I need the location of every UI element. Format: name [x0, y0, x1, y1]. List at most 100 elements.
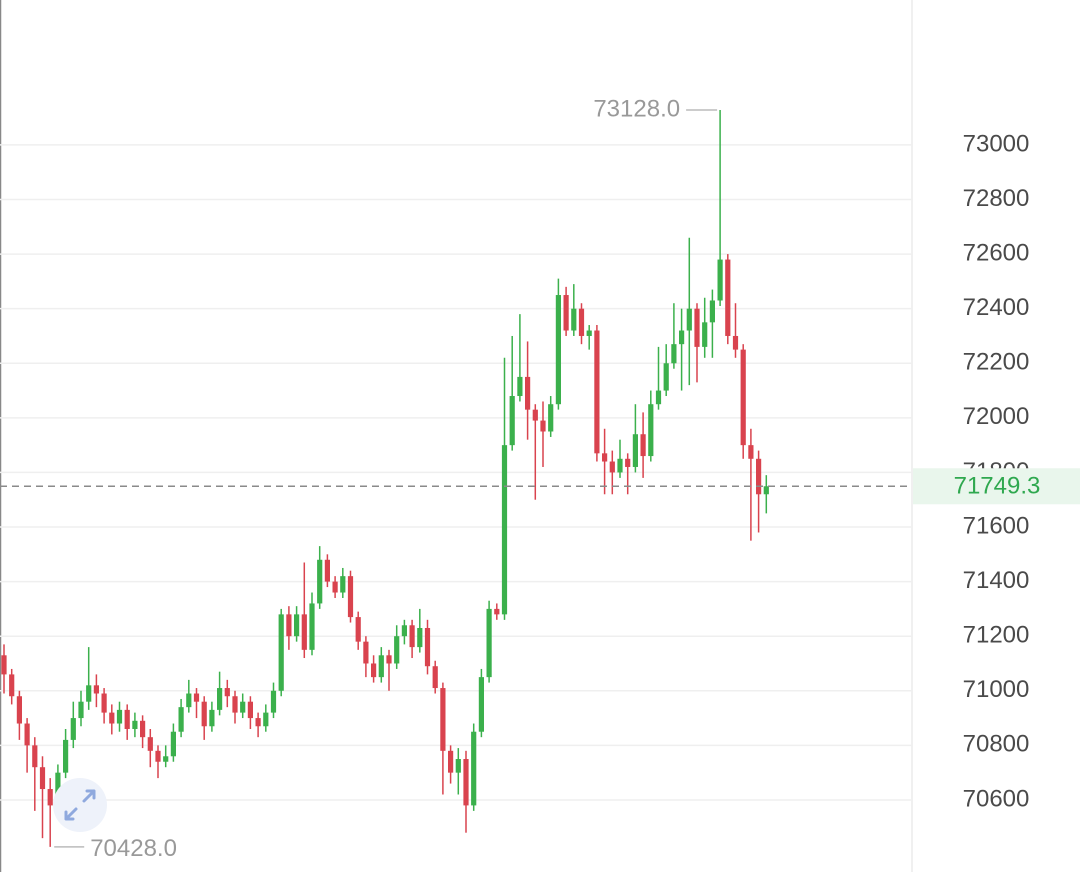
candle-body: [193, 693, 200, 702]
candle-body: [378, 655, 384, 678]
candle-body: [517, 376, 523, 397]
candle-body: [632, 434, 638, 467]
candle-body: [555, 295, 561, 405]
expand-bg[interactable]: [53, 778, 107, 832]
candle-body: [47, 789, 53, 806]
candle-body: [694, 308, 700, 347]
candle-body: [448, 750, 454, 773]
candle-body: [725, 259, 731, 336]
candle-body: [217, 688, 223, 710]
candle-body: [440, 688, 446, 751]
candle-body: [301, 614, 307, 650]
candle-body: [278, 614, 284, 691]
grid: 7060070800710007120071400716007180072000…: [0, 130, 1029, 812]
candle-body: [16, 696, 22, 724]
y-tick-label: 71400: [963, 567, 1030, 594]
overlay: 73128.0 70428.0 71749.3: [0, 95, 1080, 862]
candle-body: [132, 720, 138, 729]
candle-body: [417, 628, 423, 648]
candle-body: [702, 322, 708, 347]
candle-body: [355, 617, 361, 642]
candle-body: [178, 707, 184, 732]
y-tick-label: 70600: [963, 785, 1030, 812]
candle-body: [625, 458, 631, 467]
candle-body: [548, 404, 554, 432]
candle-body: [201, 701, 207, 727]
candle-body: [324, 559, 330, 582]
candle-body: [163, 756, 169, 762]
candle-body: [709, 300, 715, 323]
y-tick-label: 72600: [963, 239, 1030, 266]
candle-body: [317, 559, 323, 604]
candle-body: [424, 628, 431, 667]
candle-body: [70, 718, 76, 740]
last-price-label: 71749.3: [954, 473, 1041, 500]
candle-body: [232, 696, 238, 713]
expand-button[interactable]: [53, 778, 107, 832]
candle-body: [571, 308, 577, 331]
candle-body: [409, 625, 415, 648]
candle-body: [594, 330, 600, 454]
candle-body: [32, 745, 38, 768]
candle-body: [332, 581, 338, 593]
candle-body: [609, 461, 615, 473]
candle-body: [586, 330, 592, 336]
candle-body: [63, 739, 69, 773]
last-price-box: [913, 468, 1080, 505]
candle-body: [640, 434, 646, 457]
y-tick-label: 72800: [963, 185, 1030, 212]
candle-body: [494, 608, 500, 615]
candle-body: [740, 349, 746, 446]
candle-body: [532, 409, 538, 421]
candle-body: [617, 458, 623, 473]
y-tick-label: 73000: [963, 130, 1030, 157]
candle-body: [463, 759, 469, 806]
candle-body: [240, 701, 246, 713]
candle-body: [478, 677, 484, 732]
candle-body: [663, 363, 669, 391]
candle-body: [455, 759, 461, 773]
candle-body: [732, 335, 739, 350]
candle-body: [39, 767, 46, 790]
y-tick-label: 71000: [963, 676, 1030, 703]
y-tick-label: 71200: [963, 622, 1030, 649]
candle-body: [347, 576, 354, 618]
candle-body: [756, 458, 762, 495]
candle-body: [209, 709, 215, 727]
candle-body: [471, 731, 477, 806]
candle-body: [655, 390, 662, 405]
candle-body: [9, 674, 15, 697]
candle-body: [55, 772, 61, 806]
candle-body: [525, 376, 531, 410]
candle-body: [24, 723, 30, 746]
candle-body: [263, 712, 269, 727]
candle-body: [648, 404, 654, 457]
candle-body: [540, 420, 546, 432]
candle-body: [401, 625, 407, 637]
candle-body: [671, 344, 677, 364]
candle-body: [86, 685, 92, 702]
candle-body: [270, 690, 277, 713]
candle-body: [186, 693, 192, 708]
y-tick-label: 72400: [963, 294, 1030, 321]
candle-body: [501, 445, 508, 615]
candle-body: [140, 720, 146, 738]
candle-body: [109, 712, 115, 724]
candle-body: [602, 453, 608, 462]
y-tick-label: 70800: [963, 731, 1030, 758]
candle-body: [247, 701, 253, 719]
annotation-label: 70428.0: [90, 835, 177, 862]
candle-body: [432, 666, 438, 689]
candle-body: [78, 701, 84, 719]
y-tick-label: 72200: [963, 349, 1030, 376]
candle-body: [371, 663, 377, 678]
y-tick-label: 72000: [963, 403, 1030, 430]
candle-body: [93, 685, 99, 694]
candle-body: [309, 603, 315, 650]
candle-body: [394, 636, 400, 664]
candle-body: [563, 295, 569, 331]
candle-body: [294, 614, 300, 637]
expand-icon[interactable]: [64, 789, 96, 821]
candle-body: [101, 693, 107, 713]
